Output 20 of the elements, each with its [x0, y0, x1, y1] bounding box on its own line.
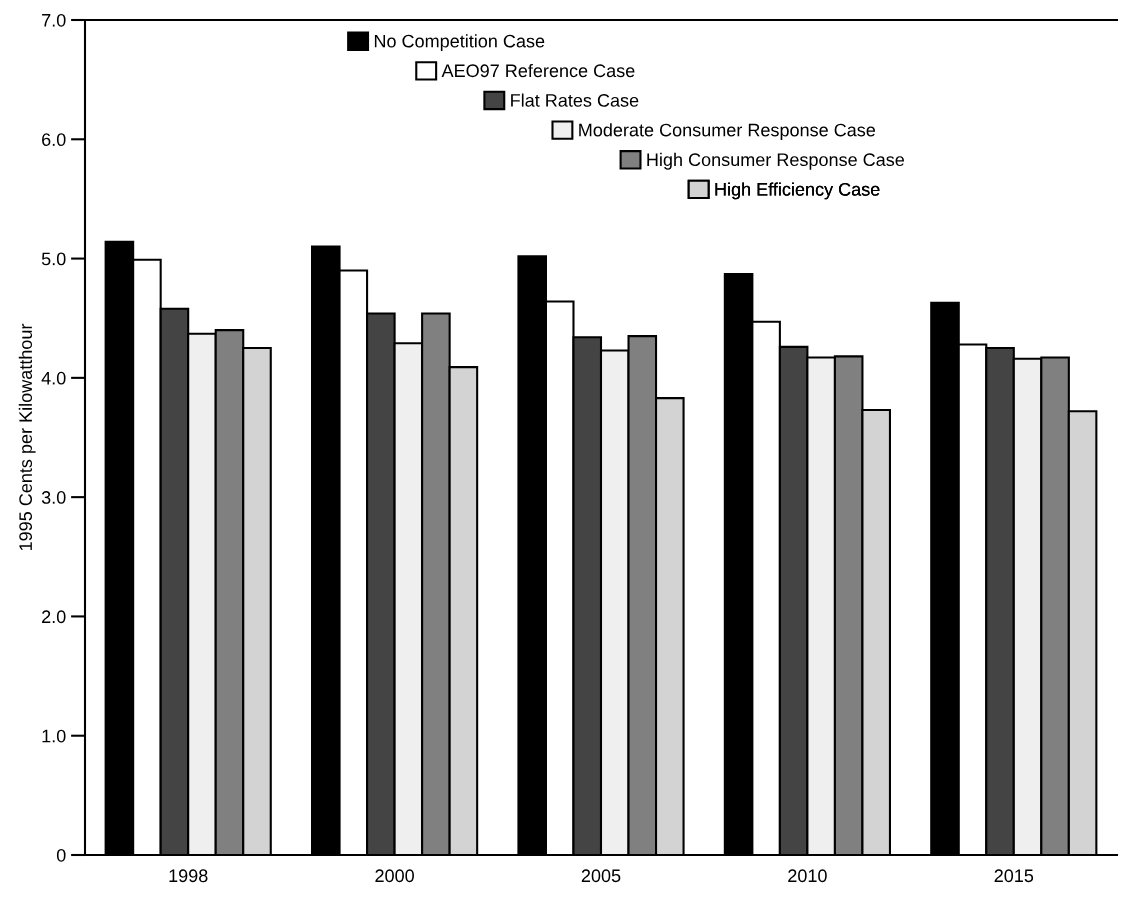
legend-label: No Competition Case	[374, 34, 545, 52]
y-tick-label: 6.0	[42, 133, 66, 147]
y-tick-label: 2.0	[42, 610, 66, 624]
y-tick-label: 4.0	[41, 371, 66, 385]
y-tick-label: 0	[56, 848, 66, 862]
legend-label: High Efficiency Case	[715, 182, 880, 200]
x-tick-label: 2000	[375, 869, 414, 883]
legend-label: High Consumer Response Case	[647, 152, 905, 170]
x-tick-label: 2010	[788, 869, 827, 883]
x-tick-label: 2005	[581, 869, 621, 883]
x-tick-label: 2015	[994, 869, 1034, 883]
legend-label: Flat Rates Case	[511, 93, 639, 107]
x-tick-label: 1998	[169, 869, 208, 883]
legend-label: Moderate Consumer Response Case	[579, 123, 876, 140]
y-tick-label: 3.0	[41, 491, 66, 504]
y-tick-label: 7.0	[42, 13, 66, 27]
y-axis-title: 1995 Cents per Kilowatthour	[18, 323, 36, 551]
y-tick-label: 5.0	[41, 252, 66, 266]
y-tick-label: 1.0	[42, 729, 66, 743]
legend-label: AEO97 Reference Case	[441, 63, 635, 78]
